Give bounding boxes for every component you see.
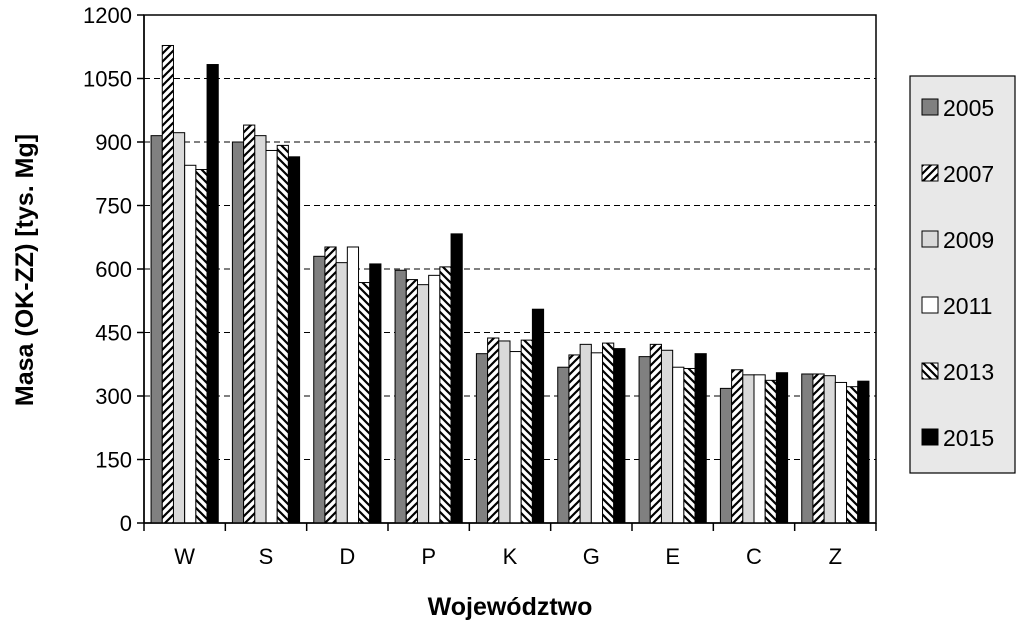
legend-swatch xyxy=(921,98,939,116)
bar-2005-C xyxy=(719,387,733,524)
x-tick-label: K xyxy=(503,544,518,569)
bar-2005-K xyxy=(475,353,489,524)
bar-2011-S xyxy=(265,149,278,524)
bar-2015-W xyxy=(206,64,219,524)
bar-2007-E xyxy=(649,343,662,524)
legend-label: 2011 xyxy=(943,293,992,319)
bar-2013-K xyxy=(520,339,533,524)
x-tick-label: E xyxy=(665,544,680,569)
bar-2013-P xyxy=(439,266,452,524)
y-tick-label: 300 xyxy=(95,384,132,409)
bar-2015-S xyxy=(287,156,301,524)
bar-2005-D xyxy=(313,255,326,524)
bar-2015-D xyxy=(369,263,382,524)
bar-2009-P xyxy=(416,284,430,524)
bar-2005-S xyxy=(231,141,245,524)
y-axis-ticks: 0 150 300 450 600 750 900 1050 1200 xyxy=(83,3,144,536)
bar-2013-Z xyxy=(846,386,859,524)
legend-label: 2013 xyxy=(943,359,994,385)
bar-2011-K xyxy=(509,351,522,524)
bar-2007-C xyxy=(731,369,744,524)
legend-swatch xyxy=(921,164,939,182)
bar-2009-D xyxy=(335,262,348,524)
bar-2007-P xyxy=(405,279,418,524)
x-tick-label: S xyxy=(259,544,274,569)
y-tick-label: 1050 xyxy=(83,67,132,92)
bar-2007-S xyxy=(243,124,256,524)
x-tick-label: C xyxy=(746,544,762,569)
bar-2011-E xyxy=(672,366,685,524)
bar-2007-Z xyxy=(812,373,825,524)
y-tick-label: 900 xyxy=(95,130,132,155)
x-axis-title: Województwo xyxy=(428,593,593,621)
bar-2015-C xyxy=(775,372,789,524)
bar-2015-G xyxy=(613,348,626,524)
bar-2007-W xyxy=(161,44,174,524)
bar-2013-E xyxy=(683,367,696,524)
x-tick-label: D xyxy=(339,544,355,569)
bar-2005-P xyxy=(394,269,407,524)
y-tick-label: 0 xyxy=(120,511,132,536)
y-tick-label: 600 xyxy=(95,257,132,282)
bar-2013-S xyxy=(276,144,289,524)
bar-2011-Z xyxy=(834,381,848,524)
legend-swatch xyxy=(921,296,939,314)
bar-2009-Z xyxy=(823,375,836,524)
bar-2011-C xyxy=(753,374,766,524)
y-tick-label: 450 xyxy=(95,321,132,346)
bar-2013-G xyxy=(602,342,615,524)
bar-2015-P xyxy=(450,233,463,524)
bar-2005-E xyxy=(638,356,651,524)
bar-2011-P xyxy=(428,274,441,524)
legend-label: 2015 xyxy=(943,425,994,451)
bar-2009-S xyxy=(254,135,267,524)
y-tick-label: 1200 xyxy=(83,3,132,28)
bar-2013-D xyxy=(358,282,371,524)
bar-2013-W xyxy=(195,169,208,524)
bar-2009-W xyxy=(172,132,186,524)
bar-2009-C xyxy=(742,374,755,524)
bar-2007-G xyxy=(568,354,581,524)
bar-2009-G xyxy=(579,343,592,524)
legend-swatch xyxy=(921,230,939,248)
bar-2005-G xyxy=(557,366,570,524)
legend-swatch xyxy=(921,362,939,380)
y-tick-label: 750 xyxy=(95,194,132,219)
x-tick-label: W xyxy=(174,544,195,569)
bar-2005-W xyxy=(150,135,163,524)
bar-2015-E xyxy=(694,353,707,524)
x-tick-label: P xyxy=(421,544,436,569)
legend-label: 2005 xyxy=(943,95,994,121)
legend-label: 2009 xyxy=(943,227,994,253)
bar-2011-D xyxy=(346,246,360,524)
legend-label: 2007 xyxy=(943,161,994,187)
legend-swatch xyxy=(921,428,939,446)
x-tick-label: G xyxy=(583,544,600,569)
bar-2007-K xyxy=(487,337,500,524)
y-axis-title: Masa (OK-ZZ) [tys. Mg] xyxy=(11,134,39,406)
legend-box xyxy=(909,75,1016,474)
legend: 2005 2007 2009 2011 2013 2015 xyxy=(909,75,1016,474)
bar-2005-Z xyxy=(801,373,814,524)
bar-2011-W xyxy=(184,164,197,524)
bar-2015-Z xyxy=(857,380,870,524)
y-tick-label: 150 xyxy=(95,448,132,473)
bar-2009-E xyxy=(660,349,674,524)
bar-2009-K xyxy=(498,340,511,524)
x-tick-label: Z xyxy=(829,544,842,569)
bar-2011-G xyxy=(590,352,604,524)
bar-2015-K xyxy=(531,308,545,524)
bar-2013-C xyxy=(764,379,777,524)
bar-2007-D xyxy=(324,246,337,524)
